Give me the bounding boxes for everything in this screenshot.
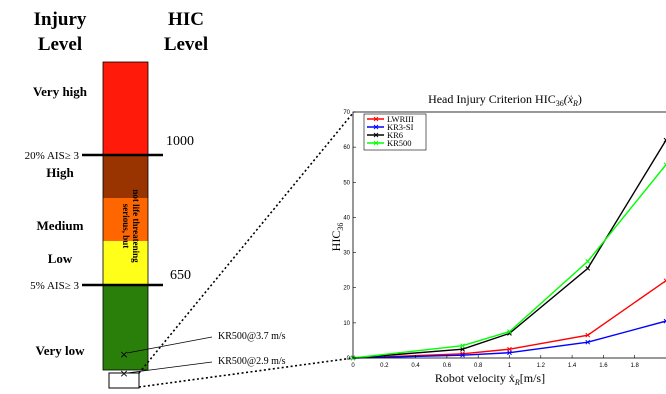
bar-text-line1: serious, but [121,204,131,249]
y-tick-label: 10 [343,321,350,327]
x-tick-label: 1.6 [599,363,608,369]
plot-area-frame [352,111,666,359]
legend-label-kr500: KR500 [387,138,412,148]
series-point-kr3-si [460,352,465,358]
x-tick-label: 0.6 [443,363,452,369]
x-tick-label: 0.2 [380,363,389,369]
threshold-upper-label: 20% AIS≥ 3 [25,150,80,162]
series-point-kr3-si [585,339,591,345]
chart-xlabel: Robot velocity ẋR[m/s] [435,371,545,387]
zoom-connector-top [138,112,354,374]
threshold-lower-value: 650 [170,268,191,283]
bar-text-line2: not life threatening [131,189,141,263]
level-high-band [103,155,148,198]
bar-vertical-text: serious, but not life threatening [121,189,141,263]
series-point-kr500 [507,329,512,334]
marker-pointer-line-2 [126,361,213,374]
legend-label-kr6: KR6 [387,130,403,140]
x-tick-label: 1.2 [537,363,546,369]
series-point-kr500 [460,343,465,349]
level-label-high: High [46,165,74,180]
injury-header-line1: Injury [34,9,87,30]
level-label-low: Low [48,251,73,266]
x-tick-label: 0.4 [411,363,420,369]
y-tick-label: 0 [347,356,351,362]
legend-label-lwriii: LWRIII [387,114,414,124]
injury-color-bar [102,61,149,371]
series-point-kr3-si [663,318,666,324]
y-tick-label: 60 [343,145,350,151]
hic-chart: 0 0.2 0.4 0.6 0.8 1 1.2 1.4 1.6 1.8 0 10 20 30 40 50 60 7… [343,110,666,369]
marker-label-kr500-2-9: KR500@2.9 m/s [218,356,286,367]
level-very-low-band [103,285,148,370]
level-very-high-band [103,62,148,155]
legend-label-kr3-si: KR3-SI [387,122,414,132]
x-tick-label: 0.8 [474,363,483,369]
zoom-box [108,372,140,389]
x-tick-label: 1.4 [568,363,577,369]
legend-marker [373,116,379,122]
y-tick-label: 30 [343,251,350,257]
chart-title: Head Injury Criterion HIC36(ẋR) [428,92,582,108]
y-tick-label: 70 [343,110,350,116]
series-point-kr6 [663,137,666,143]
hic-header-line1: HIC [168,9,204,30]
series-point-lwriii [507,346,512,352]
series-line-kr6 [352,139,666,359]
series-point-kr6 [585,266,591,271]
x-tick-label: 1.8 [631,363,640,369]
x-tick-label: 1 [508,363,512,369]
level-label-very-high: Very high [33,84,88,99]
marker-label-kr500-3-7: KR500@3.7 m/s [218,331,286,342]
threshold-upper-value: 1000 [166,134,194,149]
hic-header-line2: Level [164,34,208,55]
x-tick-label: 0 [351,363,355,369]
level-label-very-low: Very low [36,343,86,358]
legend-marker [373,124,379,130]
series-point-kr500 [585,259,591,264]
series-point-kr500 [663,162,666,168]
bar-outline [102,61,149,371]
y-tick-label: 50 [343,180,350,186]
marker-pointer-line-1 [126,336,213,354]
series-point-kr3-si [507,350,512,356]
series-point-kr6 [460,346,465,352]
injury-header-line2: Level [38,34,82,55]
series-line-lwriii [352,280,666,359]
chart-ylabel: HIC36 [329,223,345,252]
level-medium-band [103,198,148,241]
legend-marker [373,140,379,146]
series-point-lwriii [663,278,666,284]
series-line-kr500 [352,164,666,359]
legend-marker [373,132,379,138]
series-point-lwriii [585,332,591,338]
y-tick-label: 20 [343,286,350,292]
marker-kr500-3-7: × [119,348,128,361]
y-tick-label: 40 [343,215,350,221]
level-label-medium: Medium [37,218,84,233]
threshold-lower-label: 5% AIS≥ 3 [30,280,79,292]
level-low-band [103,241,148,285]
legend-box [363,113,427,151]
